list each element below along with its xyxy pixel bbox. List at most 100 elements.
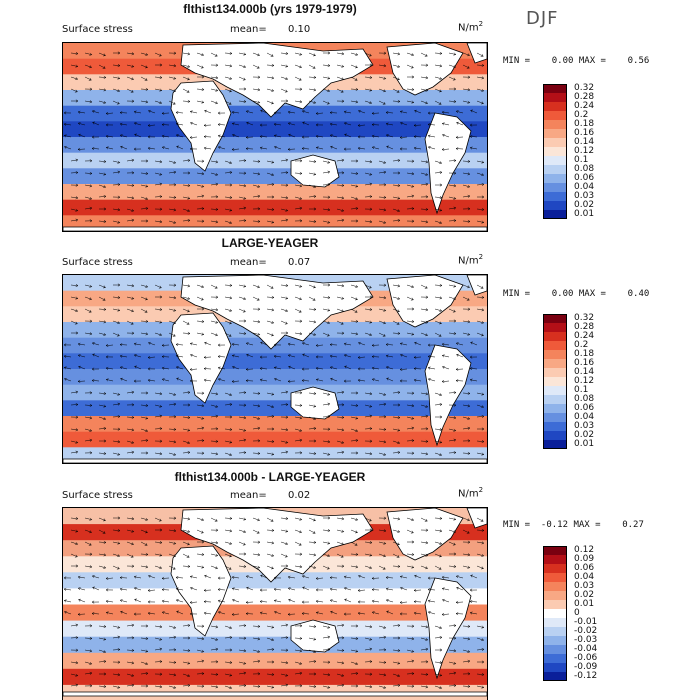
- panel-3-mean-label: mean=: [230, 490, 267, 501]
- panel-2-units: N/m2: [458, 253, 484, 267]
- colorbar-swatch: [543, 404, 567, 413]
- continent-shape: [424, 577, 472, 680]
- panel-3-variable: Surface stress: [62, 490, 133, 501]
- panel-2-map: [62, 274, 488, 464]
- panel-3-colorbar: [543, 546, 567, 681]
- map-band: [63, 652, 487, 670]
- colorbar-tick-label: 0.2: [574, 340, 589, 350]
- colorbar-tick-label: 0.08: [574, 164, 595, 174]
- colorbar-swatch: [543, 564, 567, 573]
- colorbar-tick-label: -0.01: [574, 617, 598, 627]
- colorbar-swatch: [543, 395, 567, 404]
- colorbar-swatch: [543, 591, 567, 600]
- colorbar-swatch: [543, 573, 567, 582]
- continent-shape: [180, 275, 374, 350]
- panel-1-units: N/m2: [458, 20, 484, 34]
- panel-1-title: flthist134.000b (yrs 1979-1979): [183, 2, 357, 16]
- colorbar-swatch: [543, 201, 567, 210]
- map-band: [63, 199, 487, 216]
- colorbar-tick-label: 0.01: [574, 599, 595, 609]
- panel-2-colorbar-labels: 0.32 0.28 0.24 0.2 0.18 0.16 0.14 0.12 0.1 0.08 0.…: [574, 314, 634, 449]
- colorbar-tick-label: 0.16: [574, 358, 595, 368]
- colorbar-tick-label: -0.03: [574, 635, 598, 645]
- colorbar-swatch: [543, 350, 567, 359]
- colorbar-tick-label: 0.12: [574, 146, 595, 156]
- colorbar-tick-label: 0.18: [574, 349, 595, 359]
- panel-1-variable: Surface stress: [62, 24, 133, 35]
- colorbar-tick-label: 0.24: [574, 331, 595, 341]
- colorbar-tick-label: 0.03: [574, 581, 595, 591]
- colorbar-swatch: [543, 359, 567, 368]
- colorbar-swatch: [543, 156, 567, 165]
- colorbar-tick-label: 0.04: [574, 572, 595, 582]
- panel-3-map: [62, 507, 488, 700]
- colorbar-tick-label: 0.32: [574, 83, 595, 93]
- colorbar-swatch: [543, 422, 567, 431]
- wind-vectors: [63, 51, 485, 224]
- map-band: [63, 620, 487, 638]
- panel-1-colorbar: [543, 84, 567, 219]
- colorbar-tick-label: 0.01: [574, 209, 595, 219]
- continent-shape: [290, 154, 340, 188]
- colorbar-tick-label: 0.06: [574, 173, 595, 183]
- map-band: [63, 431, 487, 448]
- colorbar-tick-label: 0.12: [574, 545, 595, 555]
- panel-2-mean-value: 0.07: [288, 257, 311, 268]
- colorbar-tick-label: 0.28: [574, 322, 595, 332]
- map-band: [63, 668, 487, 686]
- panel-1-mean-label: mean=: [230, 24, 267, 35]
- colorbar-swatch: [543, 368, 567, 377]
- colorbar-tick-label: 0.08: [574, 394, 595, 404]
- map-band: [63, 369, 487, 386]
- colorbar-tick-label: -0.06: [574, 653, 598, 663]
- colorbar-swatch: [543, 84, 567, 93]
- colorbar-swatch: [543, 377, 567, 386]
- map-band: [63, 416, 487, 433]
- panel-1-mean-value: 0.10: [288, 24, 311, 35]
- colorbar-tick-label: 0.14: [574, 137, 595, 147]
- colorbar-tick-label: 0.12: [574, 376, 595, 386]
- colorbar-swatch: [543, 645, 567, 654]
- colorbar-tick-label: 0.02: [574, 590, 595, 600]
- colorbar-tick-label: 0.03: [574, 191, 595, 201]
- colorbar-swatch: [543, 431, 567, 440]
- colorbar-tick-label: 0.09: [574, 554, 595, 564]
- colorbar-swatch: [543, 654, 567, 663]
- colorbar-tick-label: 0.04: [574, 182, 595, 192]
- panel-3-mean-value: 0.02: [288, 490, 311, 501]
- panel-1-colorbar-labels: 0.32 0.28 0.24 0.2 0.18 0.16 0.14 0.12 0.1 0.08 0.…: [574, 84, 634, 219]
- colorbar-tick-label: 0.01: [574, 439, 595, 449]
- panel-1-map: [62, 42, 488, 232]
- colorbar-swatch: [543, 129, 567, 138]
- colorbar-swatch: [543, 672, 567, 681]
- panel-2-mean-label: mean=: [230, 257, 267, 268]
- colorbar-swatch: [543, 386, 567, 395]
- colorbar-tick-label: 0.02: [574, 200, 595, 210]
- colorbar-swatch: [543, 546, 567, 555]
- colorbar-swatch: [543, 314, 567, 323]
- colorbar-tick-label: 0.1: [574, 385, 589, 395]
- continent-shape: [63, 226, 487, 231]
- map-band: [63, 152, 487, 169]
- colorbar-swatch: [543, 210, 567, 219]
- panel-3-title: flthist134.000b - LARGE-YEAGER: [174, 470, 366, 484]
- colorbar-swatch: [543, 111, 567, 120]
- colorbar-tick-label: -0.02: [574, 626, 598, 636]
- panel-1-minmax: MIN = 0.00 MAX = 0.56: [503, 56, 650, 66]
- map-band: [63, 572, 487, 589]
- wind-vectors: [63, 516, 485, 689]
- colorbar-swatch: [543, 165, 567, 174]
- continent-shape: [290, 386, 340, 420]
- colorbar-tick-label: 0.14: [574, 367, 595, 377]
- colorbar-swatch: [543, 341, 567, 350]
- continent-shape: [290, 619, 340, 653]
- colorbar-swatch: [543, 440, 567, 449]
- map-band: [63, 588, 487, 605]
- panel-3-colorbar-labels: 0.12 0.09 0.06 0.04 0.03 0.02 0.01 0 -0.01 -0.02-…: [574, 546, 634, 681]
- colorbar-tick-label: 0.06: [574, 563, 595, 573]
- colorbar-tick-label: 0.28: [574, 92, 595, 102]
- map-band: [63, 121, 487, 138]
- colorbar-tick-label: 0.24: [574, 101, 595, 111]
- colorbar-swatch: [543, 555, 567, 564]
- colorbar-swatch: [543, 147, 567, 156]
